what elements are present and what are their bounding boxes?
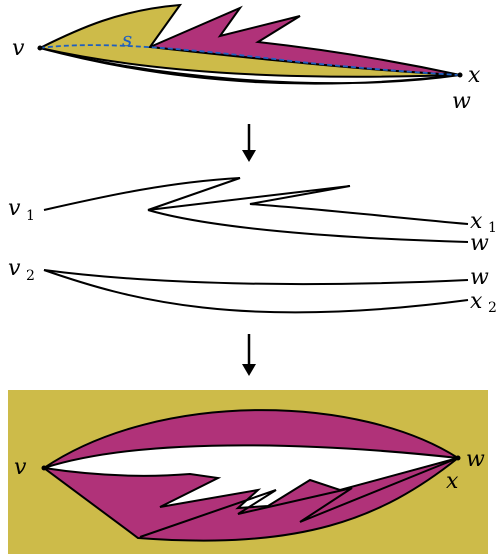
bottom-node-w <box>455 455 461 461</box>
label-x1: x <box>470 209 483 234</box>
bottom-panel: v w x <box>8 390 488 554</box>
curve-v1-w1 <box>147 209 469 243</box>
middle-panel: v 1 x 1 w v 2 w x 2 <box>8 177 496 316</box>
top-node-x <box>457 72 463 78</box>
top-olive-region <box>37 3 461 78</box>
label-x1-sub: 1 <box>488 220 496 236</box>
bottom-node-v <box>41 465 47 471</box>
top-node-v <box>37 45 43 51</box>
top-label-s: s <box>122 27 132 51</box>
curve-v1-x1 <box>43 177 469 225</box>
top-label-x: x <box>468 63 481 88</box>
curve-v2-w2 <box>43 269 469 286</box>
label-v2-sub: 2 <box>26 268 35 284</box>
down-arrow-icon <box>242 124 256 162</box>
bottom-zigzag-tongue <box>139 457 459 538</box>
top-dashed-path-s <box>39 44 461 76</box>
label-x2: x <box>470 289 483 314</box>
label-x2-sub: 2 <box>488 300 496 316</box>
bottom-label-v: v <box>14 455 27 480</box>
down-arrow-icon <box>242 334 256 376</box>
bottom-label-w: w <box>466 447 485 472</box>
label-w2: w <box>470 265 489 290</box>
label-v2: v <box>8 256 21 281</box>
curve-v2-x2 <box>43 269 469 314</box>
top-panel: v s x w <box>12 3 481 114</box>
label-v1: v <box>8 196 21 221</box>
label-v1-sub: 1 <box>26 208 35 224</box>
top-label-w: w <box>452 89 471 114</box>
top-label-v: v <box>12 36 25 61</box>
label-w1: w <box>470 231 489 256</box>
bottom-label-x: x <box>446 469 459 494</box>
